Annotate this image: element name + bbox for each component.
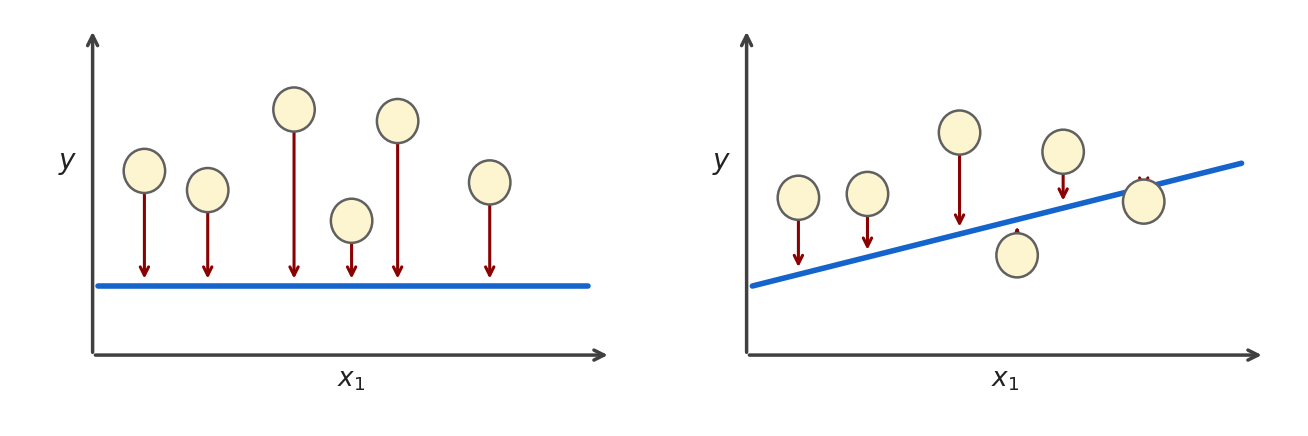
Ellipse shape [1042, 129, 1084, 174]
Ellipse shape [997, 233, 1037, 277]
Ellipse shape [939, 110, 980, 155]
Text: $y$: $y$ [712, 149, 731, 177]
Ellipse shape [187, 168, 229, 212]
Ellipse shape [1124, 180, 1164, 224]
Ellipse shape [124, 149, 165, 193]
Text: $x_1$: $x_1$ [991, 368, 1020, 393]
Text: $x_1$: $x_1$ [337, 368, 366, 393]
Text: $y$: $y$ [58, 149, 77, 177]
Ellipse shape [778, 176, 819, 220]
Ellipse shape [331, 199, 373, 243]
Ellipse shape [846, 172, 888, 216]
Ellipse shape [470, 160, 510, 204]
Ellipse shape [377, 99, 419, 143]
Ellipse shape [273, 88, 315, 132]
